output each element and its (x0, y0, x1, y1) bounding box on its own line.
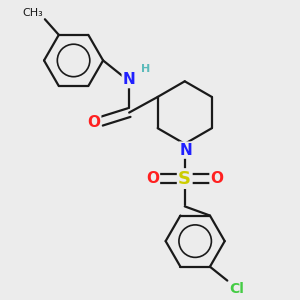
Text: S: S (178, 169, 191, 188)
Text: N: N (123, 72, 136, 87)
Text: O: O (87, 116, 100, 130)
Text: Cl: Cl (229, 282, 244, 296)
Text: O: O (146, 171, 159, 186)
Text: N: N (179, 142, 192, 158)
Text: O: O (211, 171, 224, 186)
Text: CH₃: CH₃ (22, 8, 43, 17)
Text: H: H (141, 64, 150, 74)
